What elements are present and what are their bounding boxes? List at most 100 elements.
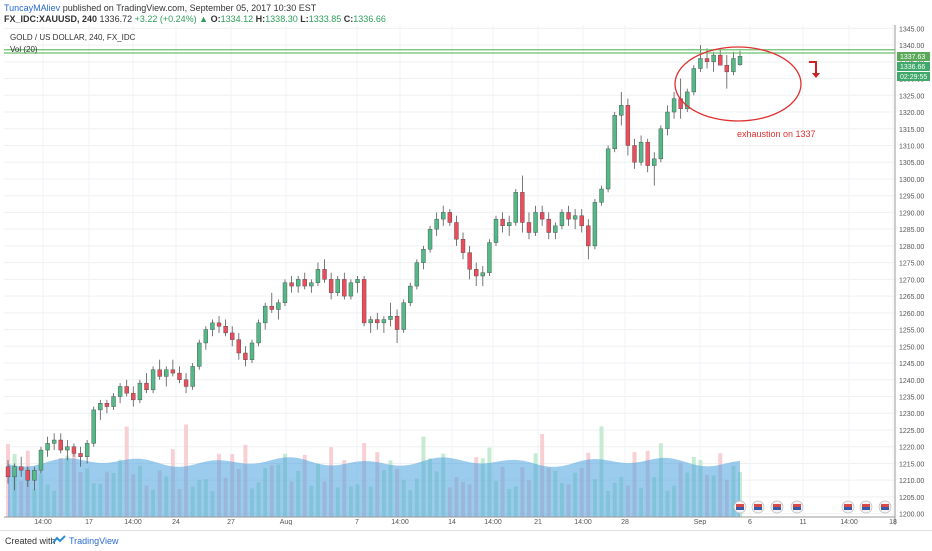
last-price-badge (897, 62, 930, 71)
candle-body (25, 469, 30, 481)
x-tick-label: 28 (621, 519, 629, 525)
open-value: 1334.12 (220, 14, 254, 24)
change-text: +3.22 (+0.24%) (134, 14, 197, 24)
x-tick-label: 17 (85, 519, 93, 525)
candle-body (427, 228, 433, 250)
y-tick-label: 1320.00 (899, 110, 924, 117)
x-tick-label: 7 (355, 519, 359, 525)
candle-body (658, 128, 664, 160)
candle-body (302, 279, 307, 287)
up-arrow-icon: ▲ (199, 14, 209, 24)
candle-body (599, 188, 604, 203)
candle-body (685, 91, 690, 109)
ohlc-line: FX_IDC:XAUUSD, 240 1336.72 +3.22 (+0.24%… (4, 14, 386, 25)
x-tick-label: 14:00 (574, 519, 592, 525)
candle-body (335, 279, 340, 293)
y-tick-label: 1310.00 (899, 143, 924, 150)
flag-stripe-icon (754, 504, 762, 507)
candle-body (170, 369, 176, 374)
candle-body (592, 202, 598, 247)
y-tick-label: 1205.00 (899, 495, 924, 502)
high-value: 1338.30 (265, 14, 298, 24)
close-label: C: (343, 14, 354, 24)
candle-body (632, 145, 637, 163)
y-tick-label: 1325.00 (899, 93, 924, 100)
y-tick-label: 1295.00 (899, 194, 924, 201)
flag-stripe-icon (754, 507, 762, 510)
candle-body (243, 352, 248, 360)
x-tick-label: 6 (748, 519, 752, 525)
candle-body (704, 58, 710, 63)
y-tick-label: 1210.00 (899, 478, 924, 485)
plot-background (4, 25, 895, 517)
candle-body (38, 449, 44, 471)
resistance-lines (4, 49, 895, 54)
resistance-badge (897, 52, 930, 61)
candle-body (263, 305, 268, 324)
candle-body (216, 322, 222, 327)
high-label: H: (255, 14, 266, 24)
candle-body (394, 315, 400, 330)
y-tick-label: 1265.00 (899, 294, 924, 301)
candle-body (131, 392, 136, 401)
candle-body (579, 215, 584, 227)
y-tick-label: 1280.00 (899, 244, 924, 251)
candle-body (98, 403, 103, 411)
y-tick-label: 1290.00 (899, 210, 924, 217)
price-chart-svg[interactable]: 1200.00 1205.00 1210.00 1215.00 1220.00 1225.… (0, 25, 932, 526)
candle-body (117, 386, 123, 397)
candle-body (414, 262, 420, 287)
y-tick-label: 1250.00 (899, 344, 924, 351)
candle-body (441, 212, 446, 220)
candles (5, 45, 743, 491)
countdown-badge (897, 72, 930, 81)
author-link[interactable]: TuncayMAliev (4, 3, 61, 13)
candle-body (388, 315, 393, 320)
candle-body (500, 218, 505, 227)
resistance-badge-text: 1337.63 (900, 54, 925, 61)
candle-body (203, 329, 209, 344)
tradingview-brand[interactable]: TradingView (69, 536, 119, 546)
candle-body (190, 366, 195, 387)
x-tick-label: 14:00 (484, 519, 502, 525)
candle-body (144, 382, 149, 391)
candle-body (236, 339, 241, 354)
candle-body (638, 141, 644, 163)
y-tick-label: 1255.00 (899, 328, 924, 335)
close-value: 1336.66 (353, 14, 386, 24)
low-label: L: (300, 14, 309, 24)
flag-stripe-icon (862, 504, 870, 507)
down-arrow-icon (809, 61, 817, 74)
candle-body (111, 396, 116, 407)
flag-stripe-icon (844, 507, 852, 510)
y-tick-label: 1270.00 (899, 277, 924, 284)
arrowhead-icon (812, 73, 820, 78)
candle-body (572, 215, 578, 220)
candle-body (698, 58, 703, 69)
flag-stripe-icon (773, 504, 781, 507)
y-tick-label: 1220.00 (899, 445, 924, 452)
chart-title: GOLD / US DOLLAR, 240, FX_IDC (10, 33, 136, 42)
candle-body (322, 269, 327, 280)
candle-body (559, 212, 565, 227)
price-axis: 1200.00 1205.00 1210.00 1215.00 1220.00 1225.… (894, 25, 924, 525)
chart-area[interactable]: 1200.00 1205.00 1210.00 1215.00 1220.00 1225.… (0, 25, 932, 526)
y-tick-label: 1340.00 (899, 43, 924, 50)
candle-body (223, 326, 228, 334)
x-tick-label: 11 (799, 519, 806, 525)
candle-body (586, 225, 591, 247)
candle-body (355, 279, 360, 283)
y-tick-label: 1315.00 (899, 127, 924, 134)
candle-body (361, 279, 367, 324)
candle-body (65, 446, 70, 451)
created-with-text: Created with (5, 536, 56, 546)
candle-body (210, 322, 215, 330)
last-price-badge-text: 1336.66 (900, 64, 925, 71)
candle-body (737, 56, 743, 65)
candle-body (32, 469, 37, 481)
y-tick-label: 1235.00 (899, 395, 924, 402)
candle-body (309, 282, 314, 287)
candle-body (526, 222, 532, 233)
candle-body (665, 111, 670, 129)
x-tick-label: 14:00 (34, 519, 52, 525)
